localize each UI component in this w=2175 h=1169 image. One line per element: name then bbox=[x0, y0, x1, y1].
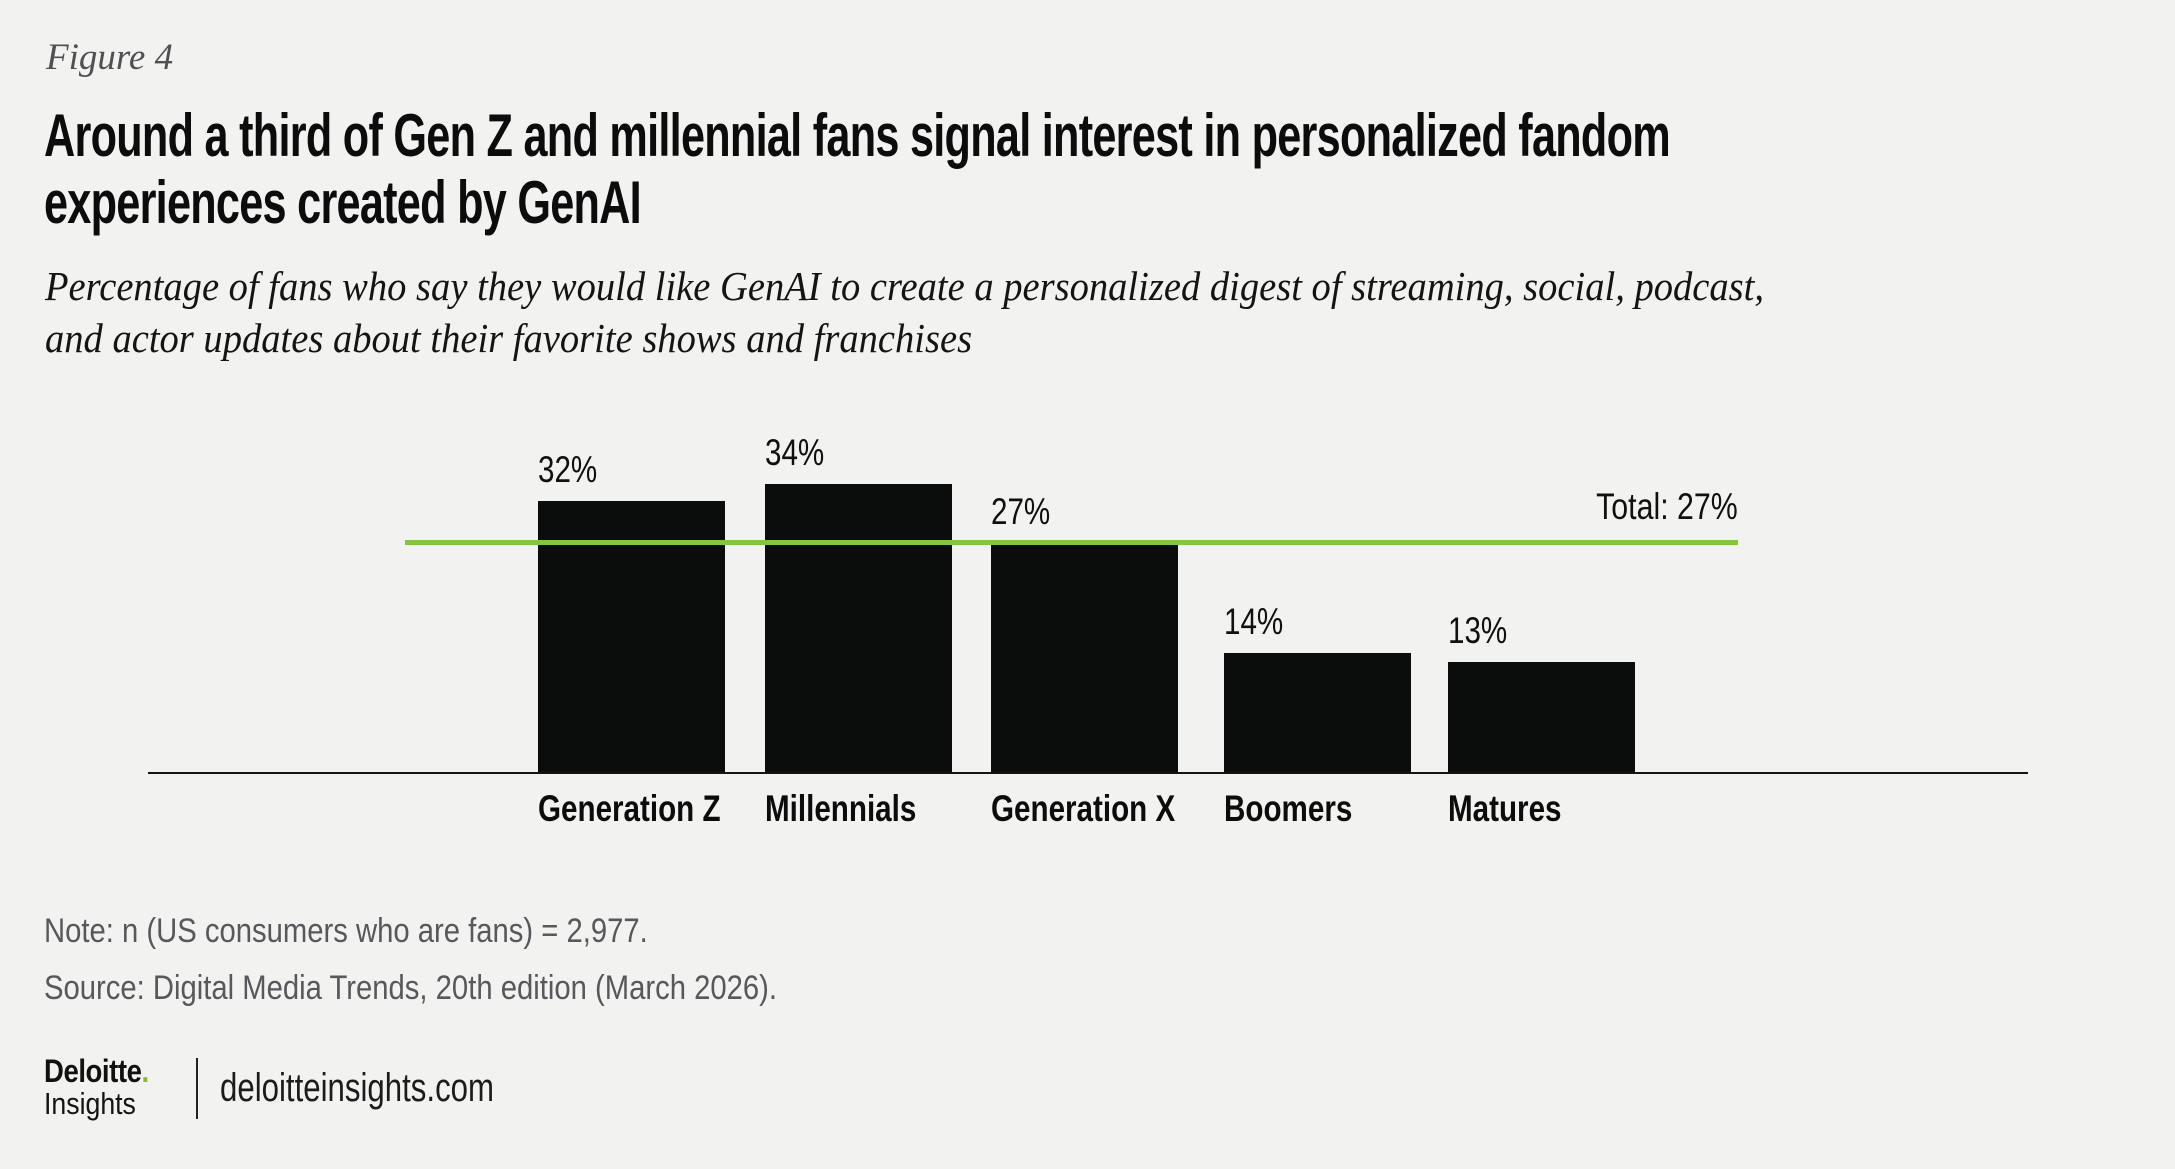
category-label-matures: Matures bbox=[1448, 788, 1562, 829]
source-text-inner: Source: Digital Media Trends, 20th editi… bbox=[44, 969, 778, 1007]
deloitte-logo: Deloitte. bbox=[44, 1053, 166, 1090]
category-label-generation-x: Generation X bbox=[991, 788, 1176, 829]
insights-wordmark: Insights bbox=[44, 1086, 151, 1122]
deloitte-green-dot: . bbox=[141, 1053, 149, 1089]
figure-label: Figure 4 bbox=[46, 37, 174, 78]
value-label-boomers: 14% bbox=[1224, 601, 1284, 642]
chart-subtitle-line-2: and actor updates about their favorite s… bbox=[45, 315, 973, 361]
source-text: Source: Digital Media Trends, 20th editi… bbox=[44, 969, 896, 1008]
value-label-matures: 13% bbox=[1448, 610, 1508, 651]
value-label-millennials: 34% bbox=[765, 432, 825, 473]
note-text-inner: Note: n (US consumers who are fans) = 2,… bbox=[44, 912, 648, 950]
bar-generation-x bbox=[991, 543, 1178, 772]
bar-generation-z bbox=[538, 501, 725, 772]
category-label-millennials: Millennials bbox=[765, 788, 917, 829]
chart-subtitle: Percentage of fans who say they would li… bbox=[45, 260, 1874, 364]
site-url-inner: deloitteinsights.com bbox=[220, 1066, 495, 1110]
category-label-generation-z: Generation Z bbox=[538, 788, 721, 829]
total-reference-line bbox=[405, 540, 1738, 545]
value-label-generation-z: 32% bbox=[538, 449, 598, 490]
deloitte-brand-text: Deloitte bbox=[44, 1053, 142, 1089]
chart-title: Around a third of Gen Z and millennial f… bbox=[44, 102, 2175, 236]
category-label-boomers: Boomers bbox=[1224, 788, 1353, 829]
plot-area: Total: 27% 32% Generation Z 34% Millennials… bbox=[148, 430, 2028, 829]
total-line-label: Total: 27% bbox=[1596, 486, 1738, 527]
bar-matures bbox=[1448, 662, 1635, 772]
chart-title-line-1: Around a third of Gen Z and millennial f… bbox=[44, 102, 1671, 169]
bar-millennials bbox=[765, 484, 952, 772]
note-text: Note: n (US consumers who are fans) = 2,… bbox=[44, 912, 746, 951]
site-url: deloitteinsights.com bbox=[220, 1066, 571, 1111]
bar-boomers bbox=[1224, 653, 1411, 772]
deloitte-wordmark: Deloitte. bbox=[44, 1053, 149, 1090]
logo-divider bbox=[196, 1058, 198, 1119]
value-label-generation-x: 27% bbox=[991, 491, 1051, 532]
insights-wordmark-inner: Insights bbox=[44, 1086, 136, 1121]
chart-subtitle-line-1: Percentage of fans who say they would li… bbox=[45, 263, 1765, 309]
chart-title-line-2: experiences created by GenAI bbox=[44, 169, 642, 236]
